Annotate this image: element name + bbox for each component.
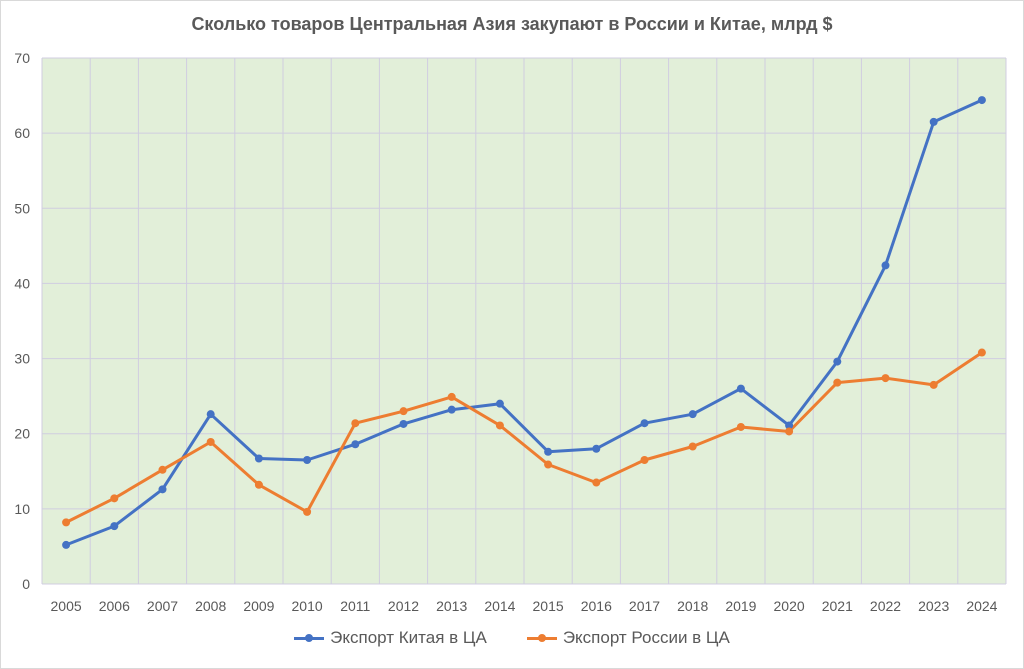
x-tick-label: 2015: [533, 598, 564, 614]
x-tick-label: 2016: [581, 598, 612, 614]
data-point-series-0: [303, 456, 312, 465]
x-tick-label: 2009: [243, 598, 274, 614]
x-tick-label: 2007: [147, 598, 178, 614]
y-tick-label: 70: [14, 50, 30, 66]
y-tick-label: 50: [14, 200, 30, 216]
x-tick-label: 2005: [51, 598, 82, 614]
y-tick-label: 30: [14, 351, 30, 367]
data-point-series-0: [929, 117, 938, 126]
data-point-series-1: [447, 392, 456, 401]
legend-label-russia: Экспорт России в ЦА: [562, 628, 730, 647]
data-point-series-1: [399, 407, 408, 416]
legend-label-china: Экспорт Китая в ЦА: [330, 628, 487, 647]
x-tick-label: 2008: [195, 598, 226, 614]
x-tick-label: 2013: [436, 598, 467, 614]
data-point-series-0: [399, 419, 408, 428]
x-tick-label: 2014: [484, 598, 515, 614]
legend-item-russia: Экспорт России в ЦА: [526, 628, 730, 648]
series-lines: [64, 98, 984, 547]
legend-swatch-china: [294, 633, 325, 643]
y-axis-ticks: 0 10 20 30 40 50 60 70: [14, 50, 30, 592]
data-point-series-1: [544, 460, 553, 469]
data-point-series-1: [592, 478, 601, 487]
y-tick-label: 20: [14, 426, 30, 442]
data-point-series-1: [929, 380, 938, 389]
data-point-series-0: [640, 419, 649, 428]
x-tick-label: 2018: [677, 598, 708, 614]
x-tick-label: 2006: [99, 598, 130, 614]
series-line-1: [64, 351, 984, 524]
data-point-series-0: [351, 440, 360, 449]
legend-item-china: Экспорт Китая в ЦА: [294, 628, 487, 648]
data-point-series-0: [688, 410, 697, 419]
data-point-series-1: [640, 456, 649, 465]
x-tick-label: 2022: [870, 598, 901, 614]
data-point-series-1: [206, 437, 215, 446]
data-point-series-1: [110, 494, 119, 503]
data-point-series-1: [977, 348, 986, 357]
data-point-series-1: [254, 480, 263, 489]
x-tick-label: 2019: [725, 598, 756, 614]
data-point-series-1: [158, 465, 167, 474]
y-tick-label: 0: [22, 576, 30, 592]
x-tick-label: 2023: [918, 598, 949, 614]
data-point-series-0: [158, 485, 167, 494]
legend-swatch-russia: [526, 633, 557, 643]
data-point-series-0: [447, 405, 456, 414]
x-tick-label: 2010: [292, 598, 323, 614]
data-point-series-1: [881, 374, 890, 383]
x-tick-label: 2011: [340, 598, 370, 614]
data-point-series-0: [206, 410, 215, 419]
x-tick-label: 2024: [966, 598, 997, 614]
data-point-series-0: [833, 357, 842, 366]
data-point-series-0: [495, 399, 504, 408]
data-point-series-0: [736, 384, 745, 393]
data-point-series-0: [110, 522, 119, 531]
data-point-series-1: [688, 442, 697, 451]
data-point-series-1: [495, 421, 504, 430]
series-points: [62, 96, 986, 549]
data-point-series-1: [303, 507, 312, 516]
data-point-series-0: [544, 447, 553, 456]
x-tick-label: 2017: [629, 598, 660, 614]
y-tick-label: 60: [14, 125, 30, 141]
data-point-series-1: [62, 518, 71, 527]
data-point-series-0: [592, 444, 601, 453]
x-tick-label: 2012: [388, 598, 419, 614]
data-point-series-1: [833, 378, 842, 387]
data-point-series-0: [785, 421, 794, 430]
y-tick-label: 40: [14, 275, 30, 291]
series-line-0: [64, 98, 984, 547]
data-point-series-0: [62, 540, 71, 549]
data-point-series-1: [736, 422, 745, 431]
x-tick-label: 2020: [774, 598, 805, 614]
x-tick-label: 2021: [822, 598, 853, 614]
grid-lines: [41, 57, 1007, 585]
data-point-series-0: [881, 261, 890, 270]
data-point-series-1: [351, 419, 360, 428]
data-point-series-0: [977, 96, 986, 105]
data-point-series-1: [785, 427, 794, 436]
chart-title: Сколько товаров Центральная Азия закупаю…: [191, 14, 833, 34]
legend: Экспорт Китая в ЦА Экспорт России в ЦА: [0, 628, 1024, 648]
data-point-series-0: [254, 454, 263, 463]
x-axis-ticks: 2005 2006 2007 2008 2009 2010 2011 2012 2013 2014…: [51, 598, 998, 614]
y-tick-label: 10: [14, 501, 30, 517]
